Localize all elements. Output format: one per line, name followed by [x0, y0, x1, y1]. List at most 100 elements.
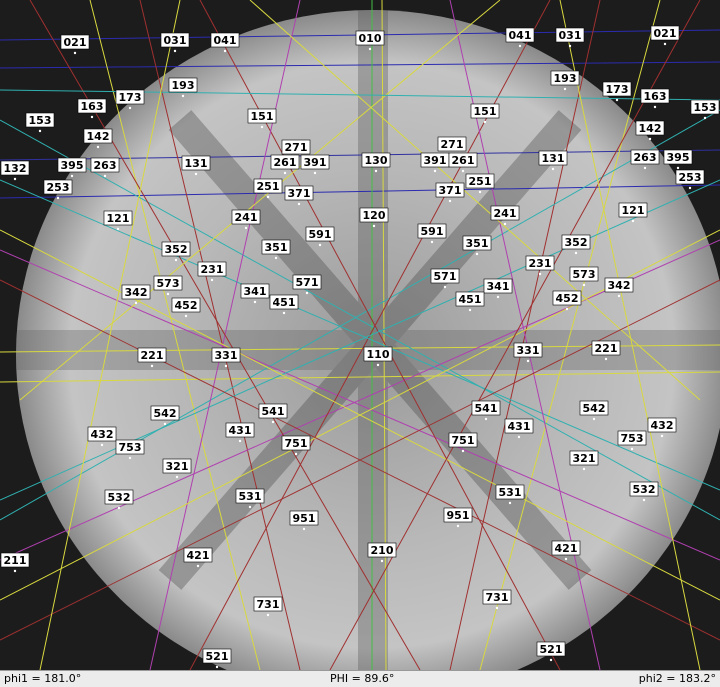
zone-point: [164, 423, 166, 425]
zone-label: 951: [293, 512, 316, 525]
zone-point: [605, 358, 607, 360]
zone-label: 451: [459, 293, 482, 306]
zone-label: 271: [441, 138, 464, 151]
zone-point: [298, 203, 300, 205]
zone-point: [254, 301, 256, 303]
zone-label: 041: [214, 34, 237, 47]
zone-label: 121: [107, 212, 130, 225]
zone-label: 391: [304, 156, 327, 169]
zone-point: [129, 457, 131, 459]
zone-point: [661, 435, 663, 437]
zone-label: 251: [469, 175, 492, 188]
zone-point: [225, 365, 227, 367]
zone-point: [314, 172, 316, 174]
zone-label: 351: [265, 241, 288, 254]
zone-point: [509, 502, 511, 504]
zone-point: [275, 257, 277, 259]
zone-label: 951: [447, 509, 470, 522]
zone-point: [176, 476, 178, 478]
zone-label: 532: [108, 491, 131, 504]
zone-point: [373, 225, 375, 227]
status-bar: phi1 = 181.0° PHI = 89.6° phi2 = 183.2°: [0, 670, 720, 687]
zone-label: 331: [517, 344, 540, 357]
zone-label: 331: [215, 349, 238, 362]
zone-point: [375, 170, 377, 172]
zone-label: 041: [509, 29, 532, 42]
zone-point: [182, 95, 184, 97]
zone-label: 261: [452, 154, 475, 167]
zone-point: [457, 525, 459, 527]
kikuchi-pattern: 0210310410100410310211931931731631531421…: [0, 0, 720, 670]
zone-label: 271: [285, 141, 308, 154]
zone-label: 571: [434, 270, 457, 283]
zone-label: 132: [4, 162, 27, 175]
zone-point: [267, 614, 269, 616]
zone-point: [14, 570, 16, 572]
zone-point: [654, 106, 656, 108]
zone-point: [644, 167, 646, 169]
zone-point: [71, 175, 73, 177]
zone-point: [539, 273, 541, 275]
zone-label: 571: [296, 276, 319, 289]
zone-label: 342: [125, 286, 148, 299]
zone-point: [261, 126, 263, 128]
zone-label: 231: [529, 257, 552, 270]
zone-label: 352: [565, 236, 588, 249]
zone-point: [485, 418, 487, 420]
zone-label: 731: [486, 591, 509, 604]
zone-point: [197, 565, 199, 567]
zone-point: [319, 244, 321, 246]
zone-point: [267, 196, 269, 198]
zone-point: [479, 191, 481, 193]
zone-point: [14, 178, 16, 180]
zone-label: 031: [559, 29, 582, 42]
zone-point: [643, 499, 645, 501]
zone-label: 542: [583, 402, 606, 415]
zone-point: [135, 302, 137, 304]
zone-point: [497, 296, 499, 298]
zone-label: 231: [201, 263, 224, 276]
zone-label: 541: [475, 402, 498, 415]
zone-point: [129, 107, 131, 109]
zone-point: [283, 312, 285, 314]
zone-point: [381, 560, 383, 562]
zone-label: 010: [359, 32, 382, 45]
zone-label: 321: [573, 452, 596, 465]
zone-point: [151, 365, 153, 367]
zone-label: 142: [87, 130, 110, 143]
zone-point: [451, 154, 453, 156]
zone-label: 371: [439, 184, 462, 197]
zone-label: 573: [573, 268, 596, 281]
zone-point: [496, 607, 498, 609]
zone-point: [295, 453, 297, 455]
zone-point: [303, 528, 305, 530]
zone-point: [272, 421, 274, 423]
zone-label: 163: [81, 100, 104, 113]
zone-point: [195, 173, 197, 175]
zone-label: 342: [608, 279, 631, 292]
zone-label: 142: [639, 122, 662, 135]
page: 0210310410100410310211931931731631531421…: [0, 0, 720, 686]
zone-label: 163: [644, 90, 667, 103]
zone-label: 751: [285, 437, 308, 450]
zone-label: 341: [244, 285, 267, 298]
zone-point: [174, 50, 176, 52]
zone-label: 173: [606, 83, 629, 96]
zone-label: 193: [172, 79, 195, 92]
zone-label: 173: [119, 91, 142, 104]
zone-label: 371: [288, 187, 311, 200]
zone-label: 211: [4, 554, 27, 567]
zone-label: 110: [367, 348, 390, 361]
zone-point: [449, 200, 451, 202]
zone-point: [74, 52, 76, 54]
zone-label: 395: [667, 151, 690, 164]
zone-point: [583, 284, 585, 286]
zone-point: [377, 364, 379, 366]
zone-label: 031: [164, 34, 187, 47]
zone-label: 431: [229, 424, 252, 437]
zone-label: 451: [273, 296, 296, 309]
zone-point: [175, 259, 177, 261]
zone-point: [249, 506, 251, 508]
zone-label: 351: [466, 237, 489, 250]
zone-point: [504, 223, 506, 225]
